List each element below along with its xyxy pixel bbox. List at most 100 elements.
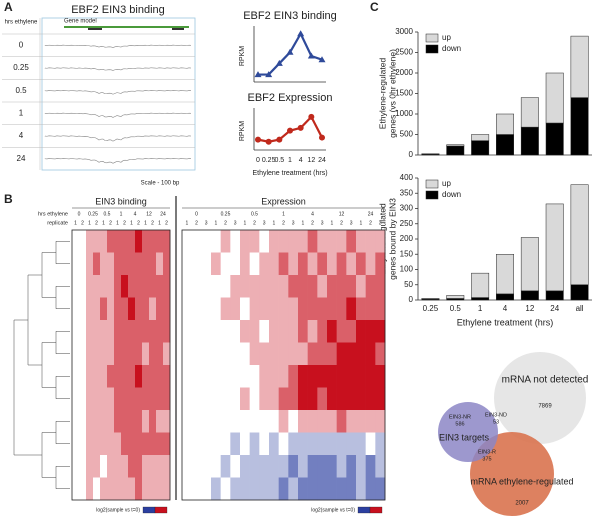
heatmap-cell	[259, 275, 270, 298]
heatmap-cell	[128, 365, 136, 388]
heatmap-cell	[346, 297, 357, 321]
heatmap-cell	[93, 320, 101, 343]
heatmap-cell	[191, 275, 202, 298]
heatmap-cell	[114, 320, 122, 343]
heatmap-cell	[259, 365, 270, 388]
heatmap-cell	[375, 230, 386, 253]
hrs-tick-label: 1	[120, 211, 123, 217]
track-label: 1	[19, 108, 24, 117]
heatmap-cell	[307, 275, 318, 298]
heatmap-cell	[114, 297, 122, 321]
heatmap-cell	[269, 275, 279, 298]
y-tick-label: 0	[409, 150, 414, 159]
heatmap-cell	[240, 477, 250, 501]
heatmap-cell	[149, 252, 157, 276]
heatmap-cell	[327, 297, 337, 321]
heatmap-cell	[121, 297, 129, 321]
heatmap-cell	[317, 410, 328, 433]
heatmap-cell	[128, 387, 136, 411]
hrs-tick-label: 4	[134, 211, 137, 217]
heatmap-cell	[121, 252, 129, 276]
heatmap-cell	[307, 410, 318, 433]
heatmap-cell	[142, 275, 150, 298]
heatmap-cell	[240, 297, 250, 321]
heatmap-cell	[249, 297, 260, 321]
heatmap-cell	[201, 365, 212, 388]
heatmap-cell	[346, 342, 357, 366]
heatmap-cell	[240, 455, 250, 478]
x-tick-label: all	[576, 304, 584, 313]
heatmap-cell	[182, 432, 192, 456]
hrs-tick-label: 0	[78, 211, 81, 217]
marker	[276, 136, 283, 143]
heatmap-cell	[142, 410, 150, 433]
replicate-label: 1	[330, 220, 333, 226]
heatmap-cell	[100, 455, 108, 478]
heatmap-cell	[327, 320, 337, 343]
heatmap-cell	[86, 365, 94, 388]
heatmap-cell	[201, 275, 212, 298]
heatmap-cell	[307, 252, 318, 276]
heatmap-cell	[93, 230, 101, 253]
heatmap-cell	[346, 455, 357, 478]
dendrogram	[55, 421, 70, 444]
hrs-tick-label: 0.5	[251, 211, 258, 217]
heatmap-cell	[298, 432, 308, 456]
heatmap-cell	[135, 230, 143, 253]
heatmap-cell	[114, 432, 122, 456]
heatmap-cell	[307, 477, 318, 501]
heatmap-cell	[317, 297, 328, 321]
tracks-title: EBF2 EIN3 binding	[71, 4, 165, 16]
heatmap-cell	[375, 342, 386, 366]
heatmap-cell	[230, 297, 241, 321]
heatmap-cell	[298, 477, 308, 501]
heatmap-cell	[230, 342, 241, 366]
heatmap-cell	[142, 432, 150, 456]
scale-label: Scale - 100 bp	[141, 181, 180, 187]
heatmap-cell	[288, 275, 299, 298]
heatmap-cell	[201, 387, 212, 411]
marker	[254, 71, 262, 78]
dendrogram	[41, 432, 56, 478]
heatmap-cell	[365, 342, 376, 366]
heatmap-cell	[191, 455, 202, 478]
heatmap-cell	[375, 477, 386, 501]
heatmap-cell	[163, 252, 171, 276]
marker	[265, 71, 273, 78]
hrs-tick-label: 4	[311, 211, 314, 217]
heatmap-cell	[307, 387, 318, 411]
heatmap-cell	[93, 455, 101, 478]
heatmap-cell	[149, 432, 157, 456]
bar-segment	[520, 126, 539, 156]
heatmap-cell	[346, 230, 357, 253]
heatmap-cell	[182, 387, 192, 411]
marker	[307, 52, 315, 59]
heatmap-cell	[278, 275, 289, 298]
venn-label: EIN3-R	[478, 449, 496, 455]
heatmap-cell	[142, 455, 150, 478]
legend-label: up	[442, 33, 451, 42]
heatmap-cell	[365, 230, 376, 253]
heatmap-cell	[201, 297, 212, 321]
heatmap-cell	[327, 432, 337, 456]
heatmap-cell	[307, 365, 318, 388]
heatmap-cell	[278, 455, 289, 478]
heatmap-cell	[356, 387, 366, 411]
heatmap-cell	[336, 252, 347, 276]
heatmap-cell	[100, 410, 108, 433]
heatmap-cell	[135, 275, 143, 298]
heatmap-cell	[346, 252, 357, 276]
heatmap-cell	[336, 365, 347, 388]
heatmap-cell	[93, 252, 101, 276]
heatmap-cell	[288, 297, 299, 321]
heatmap-cell	[211, 387, 221, 411]
hrs-tick-label: 0	[195, 211, 198, 217]
heatmap-cell	[100, 230, 108, 253]
heatmap-cell	[269, 320, 279, 343]
heatmap-cell	[365, 252, 376, 276]
heatmap-cell	[356, 252, 366, 276]
heatmap-cell	[346, 275, 357, 298]
bar-segment	[570, 97, 589, 156]
heatmap-cell	[307, 230, 318, 253]
dendrogram	[55, 376, 70, 399]
